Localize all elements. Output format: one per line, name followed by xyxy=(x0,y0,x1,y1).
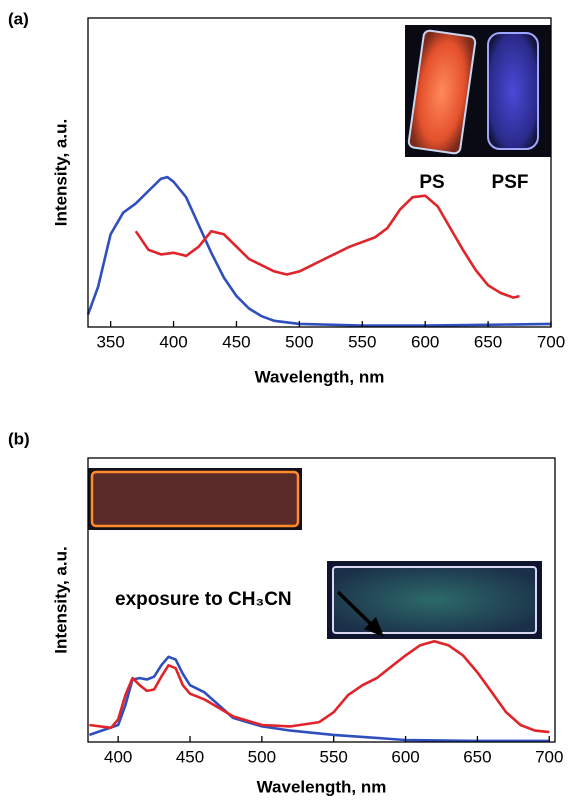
annotation: exposure to CH₃CN xyxy=(115,589,292,610)
inset-photo xyxy=(405,25,551,157)
x-tick-label: 550 xyxy=(320,747,348,766)
x-axis-label: Wavelength, nm xyxy=(257,777,387,796)
plot-frame xyxy=(87,457,556,743)
x-tick-label: 550 xyxy=(348,332,376,351)
y-axis-label: Intensity, a.u. xyxy=(51,546,70,653)
spectrum-line xyxy=(86,175,552,327)
inset-photo xyxy=(327,561,542,639)
x-tick-label: 450 xyxy=(222,332,250,351)
x-tick-label: 450 xyxy=(176,747,204,766)
x-tick-label: 700 xyxy=(537,332,565,351)
x-tick-label: 400 xyxy=(104,747,132,766)
x-tick-label: 350 xyxy=(96,332,124,351)
panel-label: (b) xyxy=(8,429,30,448)
x-tick-label: 500 xyxy=(285,332,313,351)
x-axis-label: Wavelength, nm xyxy=(255,367,385,386)
inset-photo xyxy=(88,468,302,530)
x-tick-label: 650 xyxy=(474,332,502,351)
panel-label: (a) xyxy=(8,9,29,28)
arrow xyxy=(336,590,384,637)
x-tick-label: 500 xyxy=(248,747,276,766)
spectrum-line xyxy=(134,194,520,299)
spectrum-line xyxy=(89,639,550,734)
x-tick-label: 700 xyxy=(535,747,563,766)
x-tick-label: 600 xyxy=(391,747,419,766)
x-tick-label: 650 xyxy=(463,747,491,766)
spectrum-line xyxy=(88,655,550,743)
annotation: PSF xyxy=(492,172,529,193)
x-tick-label: 600 xyxy=(411,332,439,351)
y-axis-label: Intensity, a.u. xyxy=(51,119,70,226)
x-tick-label: 400 xyxy=(159,332,187,351)
plot-frame xyxy=(87,17,552,328)
annotation: PS xyxy=(419,172,444,193)
